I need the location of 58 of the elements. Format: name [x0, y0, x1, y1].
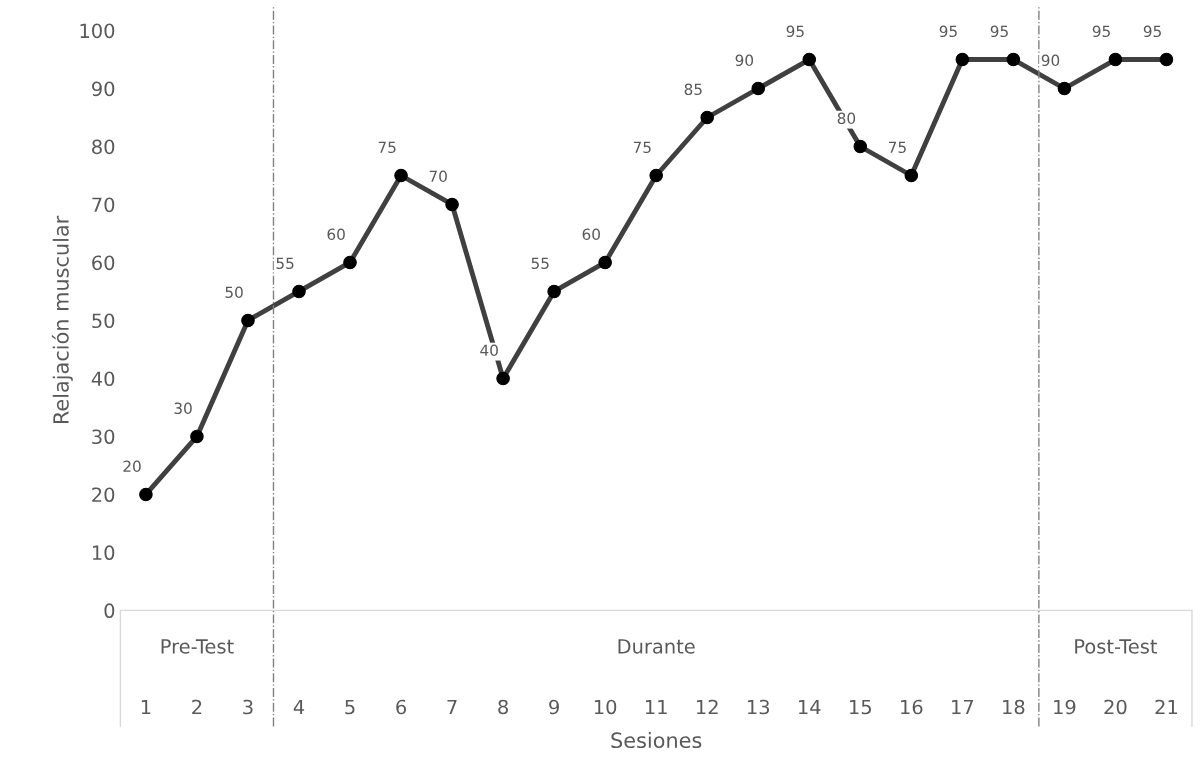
y-tick-label: 70	[92, 197, 115, 213]
data-label: 40	[480, 344, 498, 357]
text: Post-Test	[1075, 639, 1158, 654]
data-label: 70	[429, 170, 447, 183]
x-tick-label: 14	[799, 699, 821, 715]
data-label: 60	[582, 228, 600, 241]
x-axis-title: Sesiones	[611, 732, 702, 749]
data-label: 90	[1041, 54, 1060, 67]
y-tick-label: 100	[80, 23, 115, 39]
y-tick-label: 40	[91, 371, 115, 387]
data-label: 95	[786, 25, 804, 38]
data-label: 75	[888, 141, 906, 154]
data-label: 95	[990, 25, 1008, 38]
x-tick-label: 4	[293, 699, 305, 715]
x-tick-label: 17	[952, 699, 974, 715]
data-label: 95	[939, 25, 957, 38]
x-tick-label: 15	[850, 699, 871, 715]
x-tick-label: 6	[396, 699, 407, 715]
x-tick-label: 3	[243, 699, 253, 715]
data-label: 95	[1092, 25, 1110, 38]
x-tick-label: 16	[901, 699, 923, 715]
data-label: 80	[837, 112, 856, 125]
x-tick-label: 18	[1003, 699, 1025, 715]
x-tick-label: 19	[1054, 699, 1076, 715]
x-tick-label: 9	[549, 699, 559, 715]
data-label: 55	[276, 257, 294, 270]
data-label: 85	[684, 83, 702, 96]
data-label: 75	[633, 141, 651, 154]
data-label: 55	[531, 257, 549, 270]
x-tick-label: 20	[1104, 699, 1127, 715]
data-label: 30	[174, 402, 192, 415]
x-tick-label: 7	[447, 699, 457, 715]
y-axis-title: Relajación muscular	[51, 215, 73, 424]
data-label: 60	[327, 228, 345, 241]
text: Pre-Test	[161, 639, 234, 654]
x-tick-label: 2	[192, 699, 202, 715]
x-tick-label: 12	[696, 699, 718, 715]
y-tick-label: 50	[92, 313, 115, 329]
x-tick-label: 11	[645, 699, 667, 715]
y-tick-label: 80	[92, 139, 115, 155]
y-tick-label: 60	[92, 255, 115, 271]
y-tick-label: 90	[92, 81, 115, 97]
y-tick-label: 20	[92, 487, 115, 503]
data-label: 50	[225, 286, 243, 299]
data-label: 20	[123, 460, 141, 473]
x-tick-label: 10	[594, 699, 617, 715]
data-label: 95	[1143, 25, 1161, 38]
x-tick-label: 13	[748, 699, 770, 715]
x-tick-label: 1	[141, 699, 151, 715]
data-label: 75	[378, 141, 396, 154]
y-tick-label: 30	[92, 429, 115, 445]
x-tick-label: 5	[345, 699, 355, 715]
y-tick-label: 10	[92, 545, 115, 561]
x-tick-label: 21	[1155, 699, 1178, 715]
y-tick-label: 0	[104, 603, 115, 619]
x-tick-label: 8	[498, 699, 508, 715]
text: Durante	[618, 639, 695, 654]
data-label: 90	[735, 54, 754, 67]
